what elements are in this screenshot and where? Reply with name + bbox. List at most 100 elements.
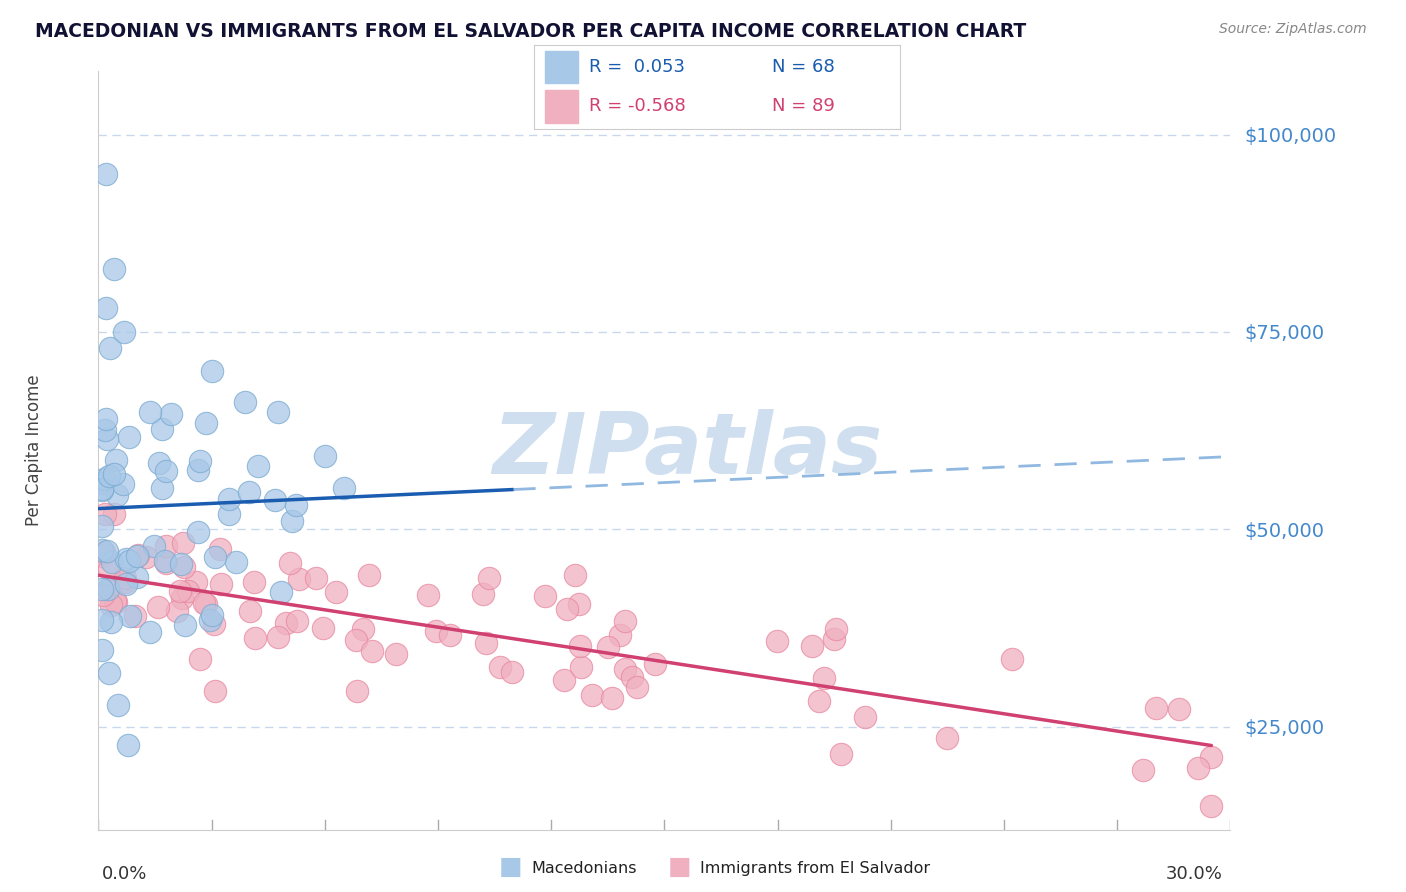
Point xyxy=(600,690,623,705)
Point xyxy=(246,458,269,473)
Point xyxy=(96,544,118,558)
Text: ZIPatlas: ZIPatlas xyxy=(492,409,882,492)
Point xyxy=(801,639,824,653)
Text: ■: ■ xyxy=(668,855,692,879)
Text: MACEDONIAN VS IMMIGRANTS FROM EL SALVADOR PER CAPITA INCOME CORRELATION CHART: MACEDONIAN VS IMMIGRANTS FROM EL SALVADO… xyxy=(35,22,1026,41)
Point xyxy=(194,416,217,430)
Point xyxy=(284,498,307,512)
Point xyxy=(766,634,789,648)
Point xyxy=(98,469,121,483)
Point xyxy=(1144,701,1167,715)
Text: ■: ■ xyxy=(499,855,523,879)
Text: Macedonians: Macedonians xyxy=(531,862,637,876)
Point xyxy=(103,507,125,521)
Point xyxy=(118,608,141,623)
Point xyxy=(644,657,666,671)
Point xyxy=(124,608,146,623)
Point xyxy=(91,542,114,557)
Point xyxy=(243,575,266,590)
Point xyxy=(346,683,368,698)
Point xyxy=(91,519,114,533)
Point xyxy=(352,622,374,636)
Point xyxy=(135,550,157,565)
Point xyxy=(105,453,128,467)
Point xyxy=(1201,799,1223,814)
Point xyxy=(94,423,117,437)
Point xyxy=(195,597,218,611)
Point xyxy=(114,572,136,586)
Point xyxy=(91,582,114,596)
Point xyxy=(278,557,301,571)
Point xyxy=(263,492,285,507)
Point xyxy=(100,598,122,612)
Bar xyxy=(546,90,578,122)
Point xyxy=(534,590,557,604)
Point xyxy=(169,584,191,599)
Point xyxy=(936,731,959,745)
Point xyxy=(139,625,162,640)
Text: N = 89: N = 89 xyxy=(772,97,835,115)
Point xyxy=(475,636,498,650)
Point xyxy=(170,558,193,572)
Y-axis label: Per Capita Income: Per Capita Income xyxy=(25,375,42,526)
Point xyxy=(115,577,138,591)
Point xyxy=(91,483,114,498)
Point xyxy=(312,621,335,635)
Point xyxy=(190,652,212,666)
Point xyxy=(155,464,177,478)
Point xyxy=(146,600,169,615)
Point xyxy=(208,541,231,556)
Point xyxy=(155,539,177,553)
Point xyxy=(159,407,181,421)
Point xyxy=(596,640,619,654)
Point xyxy=(96,433,118,447)
Point xyxy=(193,596,215,610)
Point xyxy=(107,698,129,712)
Point xyxy=(187,463,209,477)
Point xyxy=(198,613,221,627)
Point xyxy=(233,394,256,409)
Point xyxy=(107,488,129,502)
Point xyxy=(314,449,336,463)
Bar xyxy=(546,51,578,83)
Point xyxy=(807,694,830,708)
Point xyxy=(91,549,114,563)
Point xyxy=(94,411,117,425)
Point xyxy=(204,683,226,698)
Point xyxy=(209,577,232,591)
Point xyxy=(830,747,852,761)
Point xyxy=(187,525,209,540)
Point xyxy=(184,575,207,590)
Text: 30.0%: 30.0% xyxy=(1166,865,1223,883)
Text: R = -0.568: R = -0.568 xyxy=(589,97,686,115)
Point xyxy=(614,614,637,628)
Point xyxy=(439,628,461,642)
Point xyxy=(111,476,134,491)
Point xyxy=(93,507,115,521)
Point xyxy=(91,588,114,602)
Point xyxy=(614,662,637,676)
Point xyxy=(100,555,122,569)
Point xyxy=(177,584,200,599)
Point xyxy=(97,582,120,596)
Point xyxy=(285,614,308,628)
Point xyxy=(280,514,302,528)
Point xyxy=(104,593,127,607)
Point xyxy=(568,639,591,653)
Point xyxy=(148,456,170,470)
Point xyxy=(127,569,149,583)
Point xyxy=(359,567,381,582)
Point xyxy=(425,624,447,638)
Point xyxy=(125,549,148,564)
Point xyxy=(332,481,354,495)
Point xyxy=(173,618,195,632)
Point xyxy=(360,644,382,658)
Point xyxy=(555,601,578,615)
Point xyxy=(94,167,117,181)
Point xyxy=(823,632,845,646)
Point xyxy=(287,572,309,586)
Point xyxy=(97,665,120,680)
Point xyxy=(98,580,121,594)
Text: Immigrants from El Salvador: Immigrants from El Salvador xyxy=(700,862,931,876)
Point xyxy=(488,660,510,674)
